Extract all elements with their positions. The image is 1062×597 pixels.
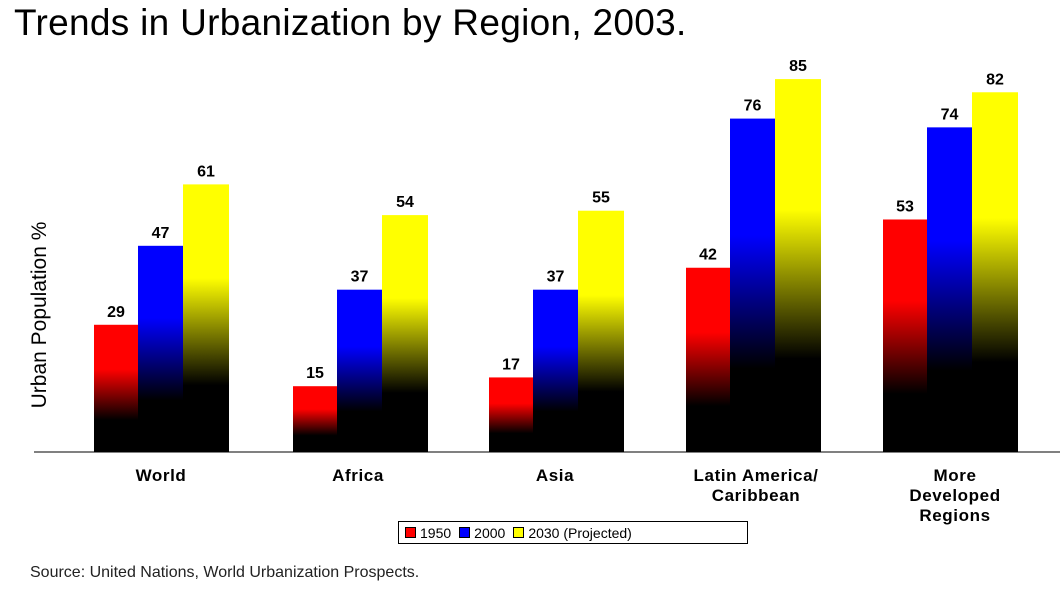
bar-value-label: 37 [547, 269, 565, 286]
bar-1950-latin-america-caribbean [686, 267, 730, 452]
chart-legend: 1950 2000 2030 (Projected) [398, 521, 748, 544]
legend-item: 2000 [459, 525, 505, 541]
bar-value-label: 55 [592, 190, 610, 207]
legend-label: 2000 [474, 524, 506, 541]
bar-value-label: 74 [941, 106, 959, 123]
bar-2000-more-developed-regions [927, 127, 972, 452]
bar-value-label: 42 [699, 247, 717, 264]
bar-2030-more-developed-regions [972, 92, 1018, 453]
bar-value-label: 82 [986, 71, 1004, 88]
source-note: Source: United Nations, World Urbanizati… [30, 564, 420, 581]
bar-value-label: 17 [502, 356, 520, 373]
bar-2000-latin-america-caribbean [730, 118, 775, 452]
bar-value-label: 53 [896, 198, 914, 215]
x-tick-label: More Developed Regions [909, 466, 1000, 525]
bar-value-label: 29 [107, 304, 125, 321]
bar-2030-latin-america-caribbean [775, 79, 821, 452]
bar-2000-asia [533, 289, 578, 452]
legend-label: 2030 (Projected) [528, 524, 632, 541]
bar-value-label: 76 [744, 98, 762, 115]
bar-2030-asia [578, 210, 624, 452]
x-tick-label: Asia [536, 466, 574, 485]
chart-title: Trends in Urbanization by Region, 2003. [14, 2, 687, 43]
bar-1950-more-developed-regions [883, 219, 927, 452]
bar-1950-africa [293, 386, 337, 452]
bar-value-label: 85 [789, 58, 807, 75]
bar-2000-africa [337, 289, 382, 452]
bar-1950-asia [489, 377, 533, 452]
bar-value-label: 54 [396, 194, 414, 211]
bar-value-label: 15 [306, 365, 324, 382]
bar-2030-world [183, 184, 229, 452]
legend-swatch [405, 527, 416, 538]
x-tick-label: World [136, 466, 187, 485]
bar-value-label: 61 [197, 163, 215, 180]
bar-2000-world [138, 245, 183, 452]
x-tick-label: Latin America/Caribbean [694, 466, 819, 505]
bar-value-label: 47 [152, 225, 170, 242]
legend-item: 2030 (Projected) [513, 525, 632, 541]
legend-label: 1950 [420, 524, 452, 541]
legend-swatch [459, 527, 471, 538]
x-tick-label: Africa [332, 466, 384, 485]
bar-value-label: 37 [351, 269, 369, 286]
legend-item: 1950 [405, 525, 451, 541]
legend-swatch [513, 527, 525, 538]
bar-1950-world [94, 324, 138, 452]
bar-2030-africa [382, 215, 428, 452]
y-axis-label: Urban Population % [28, 222, 51, 409]
